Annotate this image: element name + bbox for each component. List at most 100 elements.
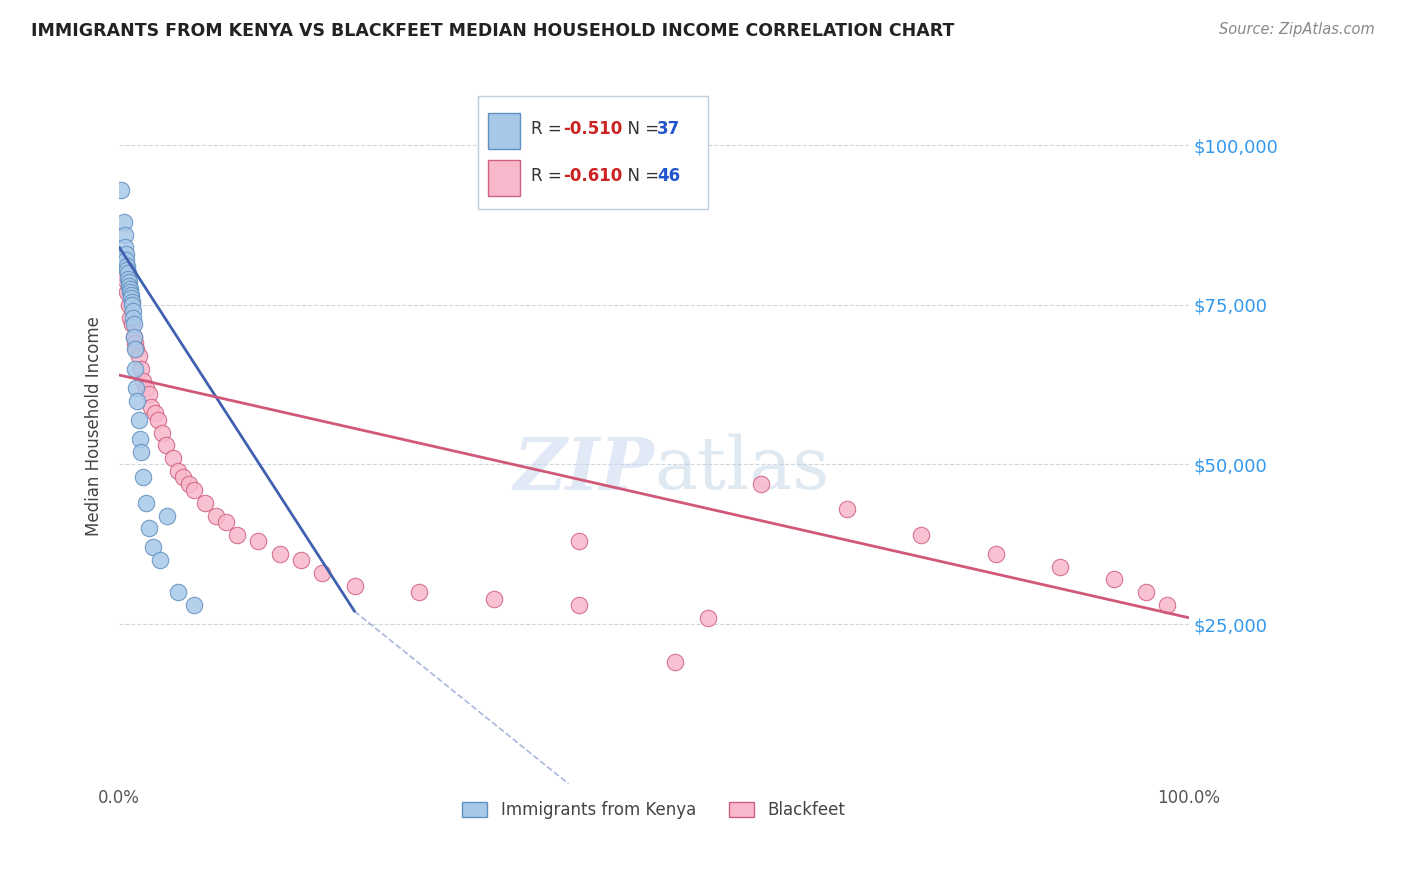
Point bbox=[129, 361, 152, 376]
Point bbox=[120, 292, 142, 306]
Point bbox=[1135, 585, 1157, 599]
Point bbox=[162, 451, 184, 466]
Point bbox=[122, 329, 145, 343]
Point bbox=[482, 591, 505, 606]
Point bbox=[1156, 598, 1178, 612]
Point bbox=[696, 610, 718, 624]
Text: R =: R = bbox=[531, 120, 567, 137]
Point bbox=[204, 508, 226, 523]
Point bbox=[311, 566, 333, 580]
Point bbox=[155, 438, 177, 452]
Point bbox=[910, 527, 932, 541]
Point bbox=[125, 381, 148, 395]
Point bbox=[167, 464, 190, 478]
Point bbox=[122, 304, 145, 318]
Y-axis label: Median Household Income: Median Household Income bbox=[86, 316, 103, 536]
Point bbox=[247, 534, 270, 549]
Point bbox=[1049, 559, 1071, 574]
Point bbox=[135, 381, 157, 395]
Point bbox=[114, 253, 136, 268]
Point bbox=[114, 272, 136, 286]
Point bbox=[118, 282, 141, 296]
Point bbox=[128, 413, 150, 427]
Point bbox=[115, 285, 138, 299]
Point bbox=[226, 527, 249, 541]
Point bbox=[986, 547, 1008, 561]
Point bbox=[132, 375, 155, 389]
Point bbox=[110, 183, 132, 197]
Legend: Immigrants from Kenya, Blackfeet: Immigrants from Kenya, Blackfeet bbox=[456, 794, 852, 825]
Point bbox=[194, 496, 217, 510]
Text: 46: 46 bbox=[657, 167, 681, 185]
Point bbox=[141, 400, 163, 414]
Text: IMMIGRANTS FROM KENYA VS BLACKFEET MEDIAN HOUSEHOLD INCOME CORRELATION CHART: IMMIGRANTS FROM KENYA VS BLACKFEET MEDIA… bbox=[31, 22, 955, 40]
Point bbox=[128, 432, 150, 446]
Point bbox=[149, 553, 172, 567]
Point bbox=[112, 215, 135, 229]
Point bbox=[183, 598, 205, 612]
Point bbox=[183, 483, 205, 497]
Point bbox=[132, 470, 155, 484]
Text: N =: N = bbox=[617, 167, 664, 185]
Point bbox=[138, 521, 160, 535]
Point bbox=[143, 406, 166, 420]
FancyBboxPatch shape bbox=[478, 96, 707, 210]
Point bbox=[568, 598, 591, 612]
Point bbox=[118, 285, 141, 299]
Point bbox=[749, 476, 772, 491]
Text: N =: N = bbox=[617, 120, 664, 137]
Point bbox=[121, 294, 143, 309]
Point bbox=[142, 541, 165, 555]
Text: R =: R = bbox=[531, 167, 567, 185]
Point bbox=[127, 393, 149, 408]
Point bbox=[115, 260, 138, 274]
Point bbox=[114, 240, 136, 254]
Point bbox=[114, 227, 136, 242]
Text: -0.510: -0.510 bbox=[564, 120, 623, 137]
Point bbox=[124, 361, 146, 376]
Point bbox=[138, 387, 160, 401]
Point bbox=[146, 413, 169, 427]
Text: atlas: atlas bbox=[654, 434, 830, 504]
Point bbox=[408, 585, 430, 599]
Point bbox=[122, 310, 145, 325]
Point bbox=[124, 336, 146, 351]
Point bbox=[156, 508, 179, 523]
Point bbox=[290, 553, 312, 567]
Point bbox=[115, 262, 138, 277]
Text: Source: ZipAtlas.com: Source: ZipAtlas.com bbox=[1219, 22, 1375, 37]
FancyBboxPatch shape bbox=[488, 160, 520, 196]
Text: ZIP: ZIP bbox=[513, 434, 654, 505]
Point bbox=[124, 343, 146, 357]
Point bbox=[117, 266, 139, 280]
Point bbox=[121, 298, 143, 312]
Point bbox=[125, 343, 148, 357]
FancyBboxPatch shape bbox=[488, 113, 520, 149]
Point bbox=[172, 470, 194, 484]
Point bbox=[118, 278, 141, 293]
Point bbox=[129, 444, 152, 458]
Point bbox=[135, 496, 157, 510]
Point bbox=[118, 276, 141, 290]
Point bbox=[120, 288, 142, 302]
Point bbox=[117, 272, 139, 286]
Point bbox=[664, 656, 686, 670]
Point bbox=[122, 317, 145, 331]
Point bbox=[167, 585, 190, 599]
Text: 37: 37 bbox=[657, 120, 681, 137]
Point bbox=[568, 534, 591, 549]
Point bbox=[215, 515, 238, 529]
Point bbox=[114, 246, 136, 260]
Point bbox=[1102, 573, 1125, 587]
Point bbox=[118, 310, 141, 325]
Text: -0.610: -0.610 bbox=[564, 167, 623, 185]
Point bbox=[835, 502, 858, 516]
Point bbox=[269, 547, 291, 561]
Point bbox=[122, 329, 145, 343]
Point bbox=[121, 317, 143, 331]
Point bbox=[343, 579, 366, 593]
Point bbox=[150, 425, 173, 440]
Point bbox=[128, 349, 150, 363]
Point bbox=[118, 298, 141, 312]
Point bbox=[177, 476, 200, 491]
